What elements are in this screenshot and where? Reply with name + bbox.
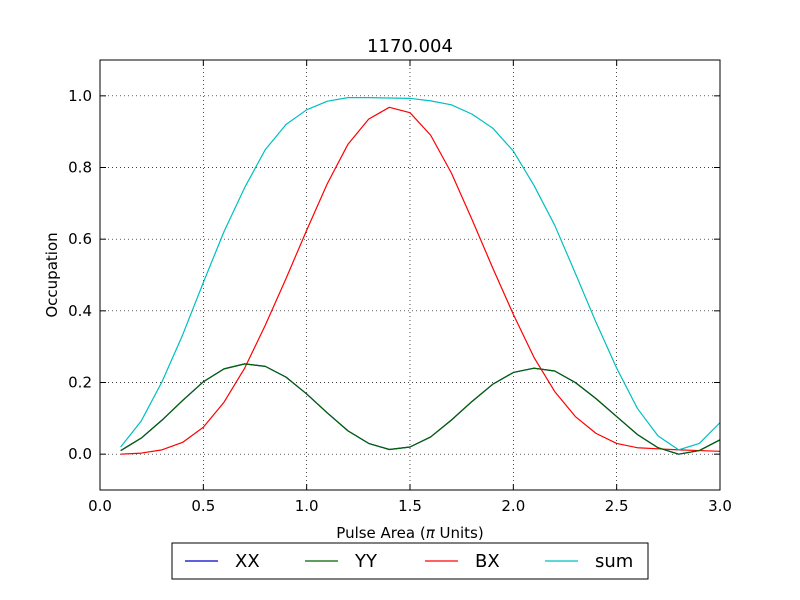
legend-label-bx: BX [475,551,500,572]
series-line-sum [120,97,721,451]
x-tick-label: 0.0 [88,497,112,515]
axis-ticks: 0.0 0.5 1.0 1.5 2.0 2.5 3.0 0.0 0.2 0.4 0.6 0.8 1.0 [68,60,732,515]
x-axis-title-pi: π [426,524,436,542]
y-tick-label: 0.8 [68,159,92,177]
y-tick-label: 1.0 [68,87,92,105]
legend: XX YY BX sum [171,542,649,580]
y-tick-label: 0.0 [68,445,92,463]
x-axis-title-prefix: Pulse Area ( [336,524,425,542]
y-tick-label: 0.4 [68,302,92,320]
chart-title: 1170.004 [367,36,453,57]
x-tick-label: 1.0 [295,497,319,515]
y-axis-title: Occupation [43,232,61,317]
series-lines [120,97,721,455]
x-axis-title: Pulse Area (π Units) [336,524,483,542]
legend-label-sum: sum [595,551,633,572]
plot-area [100,60,720,490]
x-tick-label: 0.5 [191,497,215,515]
series-line-bx [120,106,721,455]
series-line-yy [120,363,721,455]
x-tick-label: 1.5 [398,497,422,515]
y-tick-label: 0.2 [68,374,92,392]
grid [99,60,721,490]
x-tick-label: 3.0 [708,497,732,515]
legend-label-yy: YY [354,551,378,572]
legend-items: XX YY BX sum [185,551,633,572]
legend-label-xx: XX [235,551,260,572]
x-axis-title-suffix: Units) [435,524,484,542]
x-tick-label: 2.0 [501,497,525,515]
y-tick-label: 0.6 [68,230,92,248]
x-tick-label: 2.5 [605,497,629,515]
